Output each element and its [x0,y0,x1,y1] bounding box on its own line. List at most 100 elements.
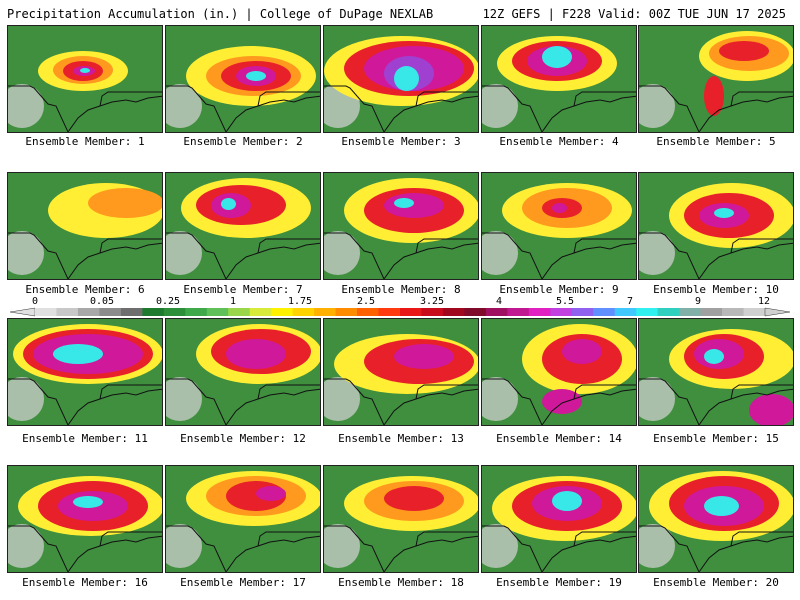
precip-contour [53,344,103,364]
ensemble-map-panel [323,25,479,133]
ensemble-map-panel [481,172,637,280]
colorbar-tick-label: 0.25 [155,296,181,307]
colorbar-tick-label: 4 [495,296,503,307]
ensemble-member-label: Ensemble Member: 10 [653,283,779,296]
dry-area [166,524,202,568]
colorbar-segment [507,308,530,316]
ensemble-map-panel [7,465,163,573]
ensemble-member-label: Ensemble Member: 6 [25,283,145,296]
colorbar-segment [679,308,702,316]
colorbar-segment [593,308,616,316]
precip-map [639,26,793,132]
colorbar-right-arrow [764,307,791,317]
ensemble-member-label: Ensemble Member: 5 [656,135,776,148]
ensemble-member-label: Ensemble Member: 3 [341,135,461,148]
run-info: 12Z GEFS | F228 Valid: 00Z TUE JUN 17 20… [482,7,786,21]
colorbar [0,293,800,323]
colorbar-tick-label: 12 [757,296,771,307]
precip-contour [749,394,793,425]
dry-area [324,524,360,568]
ensemble-map-panel [638,318,794,426]
dry-area [166,377,202,421]
precip-contour [73,496,103,508]
ensemble-member-label: Ensemble Member: 18 [338,576,464,589]
dry-area [166,84,202,128]
colorbar-segment [743,308,766,316]
precip-map [324,26,478,132]
colorbar-segment [400,308,422,316]
ensemble-map-panel [638,465,794,573]
precip-contour [394,198,414,208]
state-borders [639,378,793,425]
colorbar-tick-label: 0.05 [89,296,115,307]
colorbar-segment [335,308,358,316]
dry-area [482,524,518,568]
precip-contour [384,486,444,511]
state-borders [639,525,793,572]
ensemble-map-panel [481,318,637,426]
dry-area [8,84,44,128]
state-borders [324,232,478,279]
state-borders [482,378,636,425]
colorbar-segment [228,308,251,316]
ensemble-map-panel [165,465,321,573]
colorbar-segment [550,308,573,316]
ensemble-member-label: Ensemble Member: 1 [25,135,145,148]
dry-area [324,231,360,275]
colorbar-segment [378,308,401,316]
ensemble-member-label: Ensemble Member: 12 [180,432,306,445]
precip-map [639,466,793,572]
colorbar-segment [163,308,186,316]
precip-contour [704,349,724,364]
ensemble-member-label: Ensemble Member: 4 [499,135,619,148]
precip-contour [542,389,582,414]
precip-contour [246,71,266,81]
ensemble-member-label: Ensemble Member: 15 [653,432,779,445]
page-title: Precipitation Accumulation (in.) | Colle… [7,7,434,21]
precip-contour [226,339,286,369]
colorbar-segment [292,308,315,316]
state-borders [639,85,793,132]
ensemble-map-panel [481,465,637,573]
dry-area [166,231,202,275]
precip-contour [394,66,419,91]
state-borders [324,85,478,132]
state-borders [482,525,636,572]
colorbar-tick-label: 3.25 [419,296,445,307]
precip-contour [719,41,769,61]
colorbar-tick-label: 2.5 [356,296,376,307]
colorbar-segment [357,308,380,316]
precip-contour [552,203,567,213]
dry-area [324,377,360,421]
ensemble-member-label: Ensemble Member: 19 [496,576,622,589]
colorbar-segment [206,308,229,316]
precip-contour [394,344,454,369]
colorbar-segment [56,308,79,316]
ensemble-map-panel [7,172,163,280]
state-borders [8,525,162,572]
precip-contour [704,76,724,116]
dry-area [639,524,675,568]
precip-map [482,466,636,572]
ensemble-map-panel [481,25,637,133]
dry-area [8,231,44,275]
ensemble-map-panel [165,318,321,426]
ensemble-map-panel [7,318,163,426]
ensemble-map-panel [323,172,479,280]
dry-area [8,377,44,421]
ensemble-member-label: Ensemble Member: 9 [499,283,619,296]
precip-map [8,26,162,132]
ensemble-map-panel [165,172,321,280]
colorbar-segment [271,308,294,316]
precip-map [324,466,478,572]
colorbar-segment [442,308,465,316]
state-borders [482,85,636,132]
state-borders [166,232,320,279]
state-borders [166,85,320,132]
precip-map [482,319,636,425]
precip-map [639,173,793,279]
precip-map [482,173,636,279]
dry-area [639,377,675,421]
precip-contour [80,68,90,73]
colorbar-segment [249,308,272,316]
